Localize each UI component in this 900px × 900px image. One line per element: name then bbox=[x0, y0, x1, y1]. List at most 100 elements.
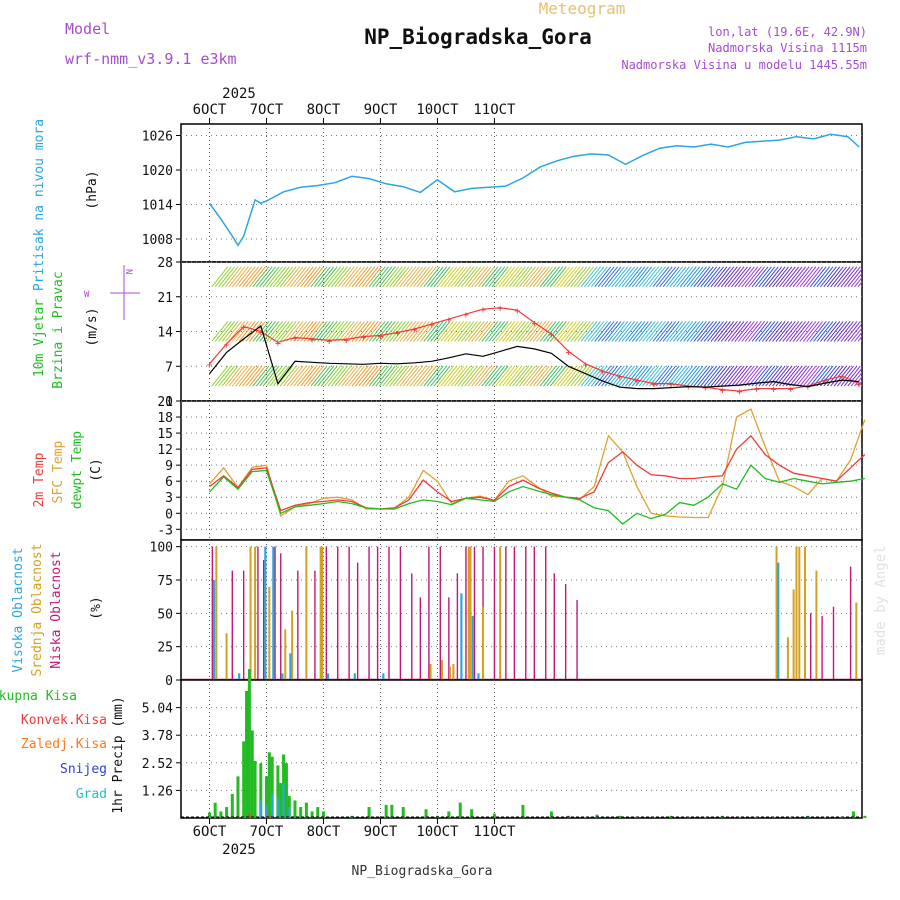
wind-barb-14-2 bbox=[228, 266, 246, 288]
temperature-ytick-label-4: 9 bbox=[165, 459, 173, 474]
wind-barb-152-1 bbox=[700, 321, 718, 342]
precip-legend-conv: Konvek.Kisa bbox=[21, 713, 107, 728]
wind-barb-114-0 bbox=[570, 365, 588, 387]
wind-barb-103-0 bbox=[532, 365, 550, 387]
wind-gust-marker-11: + bbox=[395, 328, 401, 339]
wind-barb-71-2 bbox=[423, 266, 441, 288]
wind-barb-143-1 bbox=[669, 321, 687, 342]
temp-ylabel-dewpt: dewpt Temp bbox=[70, 431, 85, 509]
precip-bar-ukupna-7 bbox=[245, 690, 249, 818]
wind-barb-160-1 bbox=[727, 321, 745, 342]
wind-barb-110-1 bbox=[556, 321, 574, 342]
wind-barb-156-1 bbox=[714, 321, 731, 342]
cloud-ytick-label-2: 50 bbox=[157, 607, 173, 622]
wind-barb-87-2 bbox=[478, 266, 495, 288]
wind-barb-163-0 bbox=[737, 365, 755, 387]
precip-bar-ukupna-57 bbox=[863, 815, 867, 818]
wind-barb-78-0 bbox=[447, 365, 465, 387]
wind-barb-177-2 bbox=[785, 266, 803, 288]
precip-bar-ukupna-6 bbox=[242, 741, 246, 818]
wind-barb-139-0 bbox=[655, 365, 673, 387]
wind-barb-198-2 bbox=[857, 281, 862, 288]
precip-legend-graupel: Grad bbox=[76, 787, 107, 802]
wind-barb-48-1 bbox=[344, 321, 362, 342]
wind-barb-57-1 bbox=[375, 321, 393, 342]
wind-barb-95-2 bbox=[505, 266, 523, 288]
wind-barb-116-1 bbox=[577, 321, 595, 342]
wind-barb-135-2 bbox=[642, 266, 659, 288]
wind-barb-154-0 bbox=[707, 365, 724, 387]
wind-barb-193-2 bbox=[840, 266, 858, 288]
wind-barb-113-0 bbox=[566, 365, 584, 387]
wind-barb-101-0 bbox=[525, 365, 543, 387]
wind-gust-marker-8: + bbox=[343, 335, 349, 346]
wind-barb-182-1 bbox=[802, 321, 820, 342]
wind-unit: (m/s) bbox=[85, 307, 100, 346]
wind-barb-162-2 bbox=[734, 266, 752, 288]
wind-barb-45-2 bbox=[334, 266, 352, 288]
wind-barb-130-2 bbox=[625, 266, 642, 288]
wind-gust-marker-1: + bbox=[224, 340, 230, 351]
wind-ytick-label-2: 14 bbox=[157, 326, 173, 341]
wind-barb-123-2 bbox=[601, 266, 618, 288]
wind-barb-68-1 bbox=[413, 321, 430, 342]
precip-panel: 1.26 2.52 3.78 5.04 bbox=[142, 669, 867, 819]
model-elevation-label: Nadmorska Visina u modelu 1445.55m bbox=[621, 58, 867, 72]
wind-barb-104-1 bbox=[536, 321, 553, 342]
wind-barb-134-1 bbox=[638, 321, 656, 342]
wind-barb-140-1 bbox=[659, 321, 677, 342]
wind-barb-95-0 bbox=[505, 365, 523, 387]
wind-barb-110-2 bbox=[556, 266, 574, 288]
precip-bar-konvek-0 bbox=[248, 813, 251, 818]
wind-barb-75-0 bbox=[437, 365, 454, 387]
wind-barb-187-1 bbox=[820, 321, 837, 342]
wind-barb-183-0 bbox=[806, 365, 824, 387]
precip-bar-snijeg-2 bbox=[271, 793, 274, 818]
wind-barb-139-2 bbox=[655, 266, 673, 288]
pressure-ytick-label-0: 1008 bbox=[142, 233, 173, 248]
wind-barb-23-0 bbox=[259, 365, 277, 387]
pressure-ytick-label-2: 1020 bbox=[142, 164, 173, 179]
precip-frame bbox=[180, 679, 863, 819]
wind-ytick-label-4: 28 bbox=[157, 256, 173, 271]
wind-barb-65-0 bbox=[402, 365, 420, 387]
temp-unit: (C) bbox=[89, 458, 104, 481]
wind-barb-154-2 bbox=[707, 266, 724, 288]
wind-barb-75-1 bbox=[437, 321, 454, 342]
temperature-ytick-label-3: 6 bbox=[165, 475, 173, 490]
wind-gust-marker-20: + bbox=[548, 330, 554, 341]
cloud-panel: 0 25 50 75 100 bbox=[150, 539, 863, 689]
wind-barb-195-2 bbox=[847, 268, 862, 288]
temperature-ytick-label-8: 21 bbox=[157, 395, 173, 410]
wind-barb-195-0 bbox=[847, 367, 862, 387]
wind-barb-72-1 bbox=[426, 321, 444, 342]
wind-barb-172-0 bbox=[768, 365, 786, 387]
wind-barb-160-0 bbox=[727, 365, 745, 387]
wind-gust-marker-3: + bbox=[258, 328, 264, 339]
wind-barb-46-2 bbox=[337, 266, 355, 288]
wind-barb-81-1 bbox=[457, 321, 475, 342]
wind-ylabel-1: 10m Vjetar bbox=[32, 299, 47, 377]
wind-barb-16-2 bbox=[235, 266, 253, 288]
wind-barb-157-2 bbox=[717, 266, 735, 288]
wind-barb-31-0 bbox=[286, 365, 304, 387]
wind-barb-14-0 bbox=[228, 365, 246, 387]
wind-gust-marker-37: + bbox=[839, 372, 845, 383]
wind-barb-188-1 bbox=[823, 321, 841, 342]
wind-barb-17-1 bbox=[238, 321, 256, 342]
wind-barb-100-1 bbox=[522, 321, 540, 342]
wind-barb-153-0 bbox=[703, 365, 721, 387]
wind-barb-34-2 bbox=[296, 266, 314, 288]
wind-barb-102-1 bbox=[529, 321, 547, 342]
wind-barb-132-1 bbox=[631, 321, 649, 342]
wind-barb-69-2 bbox=[416, 266, 434, 288]
wind-barb-9-1 bbox=[211, 321, 229, 342]
temperature-ytick-label-7: 18 bbox=[157, 411, 173, 426]
precip-bar-ukupna-24 bbox=[316, 807, 320, 818]
wind-barb-28-1 bbox=[276, 321, 294, 342]
wind-barb-137-2 bbox=[649, 266, 666, 288]
wind-barb-196-0 bbox=[850, 371, 862, 387]
wind-gust-marker-16: + bbox=[480, 305, 486, 316]
wind-barb-103-2 bbox=[532, 266, 550, 288]
wind-barb-48-0 bbox=[344, 365, 362, 387]
